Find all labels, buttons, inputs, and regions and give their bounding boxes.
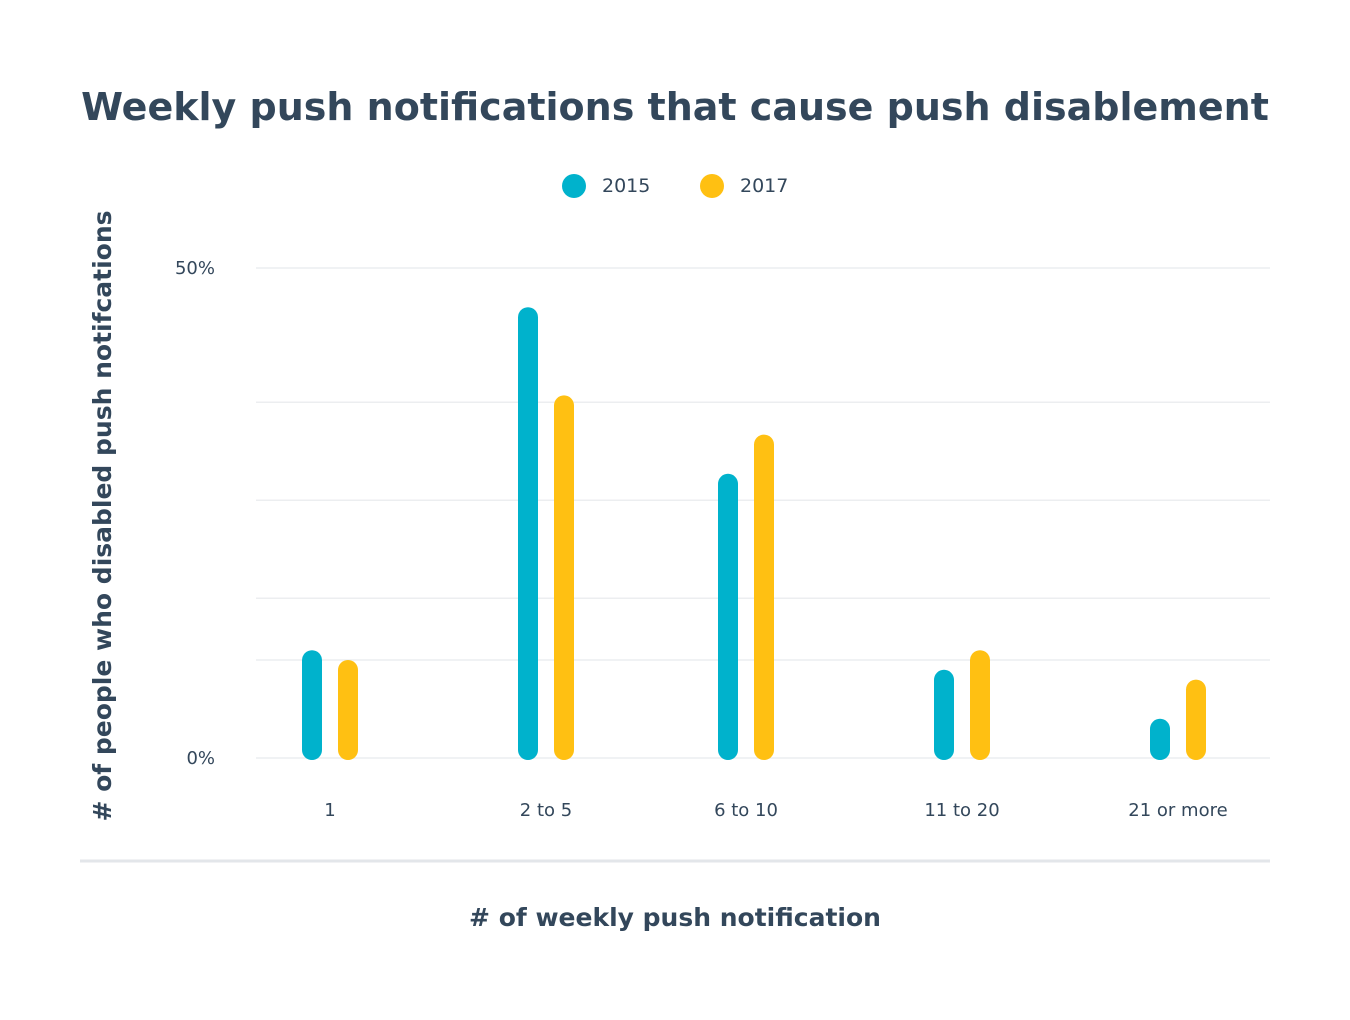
- legend-swatch-2015: [562, 174, 586, 198]
- bar-2017-1: [554, 395, 574, 760]
- bar-2015-3: [934, 669, 954, 760]
- bar-2015-4: [1150, 718, 1170, 760]
- bar-2015-0: [302, 650, 322, 760]
- bar-2015-1: [518, 307, 538, 760]
- x-tick-label: 6 to 10: [714, 800, 778, 821]
- x-tick-label: 1: [324, 800, 335, 821]
- bar-2017-2: [754, 434, 774, 760]
- bar-2017-3: [970, 650, 990, 760]
- x-tick-label: 21 or more: [1128, 800, 1227, 821]
- bars: [302, 307, 1206, 760]
- bar-2017-4: [1186, 679, 1206, 760]
- legend-swatch-2017: [700, 174, 724, 198]
- bar-2015-2: [718, 473, 738, 760]
- legend-label-2015: 2015: [602, 175, 650, 197]
- chart-title: Weekly push notifications that cause pus…: [81, 85, 1269, 129]
- legend-label-2017: 2017: [740, 175, 788, 197]
- x-axis-ticks: 1 2 to 5 6 to 10 11 to 20 21 or more: [324, 800, 1227, 821]
- x-tick-label: 2 to 5: [520, 800, 572, 821]
- y-tick-label: 0%: [186, 748, 215, 769]
- y-axis-label: # of people who disabled push notifcatio…: [88, 210, 117, 821]
- x-axis-label: # of weekly push notification: [469, 903, 881, 932]
- bar-2017-0: [338, 660, 358, 760]
- y-tick-label: 50%: [175, 258, 215, 279]
- legend: 2015 2017: [562, 174, 788, 198]
- x-tick-label: 11 to 20: [924, 800, 999, 821]
- y-axis-ticks: 0% 50%: [175, 258, 215, 769]
